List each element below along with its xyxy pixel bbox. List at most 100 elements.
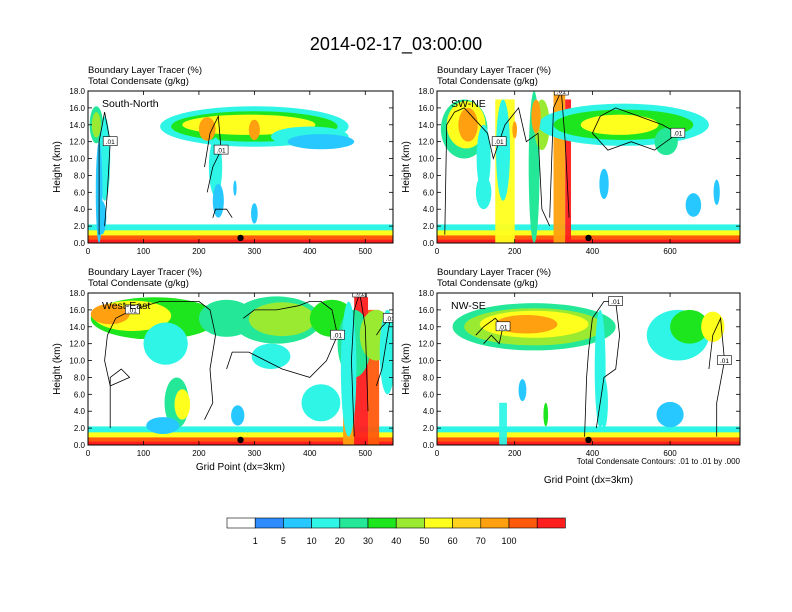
field-blob — [656, 401, 684, 428]
y-tick-label: 0.0 — [74, 239, 86, 248]
panel-title-line: Boundary Layer Tracer (%) — [88, 267, 202, 278]
colorbar-label: 10 — [307, 536, 317, 546]
y-tick-label: 4.0 — [423, 205, 435, 214]
x-tick-label: 500 — [359, 247, 373, 256]
contour-label-box — [382, 313, 393, 323]
field-blob — [251, 203, 258, 224]
y-tick-label: 18.0 — [69, 87, 85, 96]
terrain-marker — [237, 234, 244, 242]
panel-3: .01 .01 .01 0.0 2.0 4.0 6.0 8.0 10.0 12.0 14.0 16.0… — [401, 267, 741, 486]
condensate-contour — [350, 293, 369, 437]
y-tick-label: 12.0 — [418, 138, 434, 147]
contour-label-box — [102, 136, 118, 146]
panel-title-line: Boundary Layer Tracer (%) — [437, 65, 551, 76]
colorbar-swatch — [283, 517, 312, 529]
contour-label-box — [125, 304, 140, 315]
contour-label-box — [352, 293, 368, 298]
surface-layer — [437, 441, 740, 445]
colorbar-label: 40 — [391, 536, 401, 546]
convective-column — [565, 99, 572, 243]
y-tick-label: 2.0 — [423, 424, 435, 433]
condensate-contour — [549, 91, 570, 218]
x-tick-label: 0 — [435, 449, 440, 458]
x-tick-label: 100 — [137, 449, 151, 458]
y-tick-label: 10.0 — [69, 155, 85, 164]
field-blob — [174, 389, 191, 420]
x-tick-label: 200 — [192, 247, 206, 256]
field-blob — [543, 402, 549, 427]
x-tick-label: 0 — [86, 449, 91, 458]
plot-frame — [436, 90, 741, 244]
condensate-contour — [708, 316, 725, 437]
panel-title-line: Total Condensate (g/kg) — [88, 278, 189, 289]
condensate-contour — [212, 208, 233, 218]
field-blob — [198, 117, 216, 141]
field-blob — [495, 314, 558, 334]
y-tick-label: 4.0 — [423, 407, 435, 416]
surface-layer — [88, 239, 393, 243]
field-blob — [248, 119, 260, 140]
y-axis-label: Height (km) — [401, 343, 412, 395]
field-blob — [340, 301, 357, 437]
field-blob — [146, 417, 180, 435]
colorbar-swatch — [536, 517, 566, 529]
convective-column — [368, 309, 380, 445]
panel-title-line: Total Condensate (g/kg) — [437, 278, 538, 289]
field-blob — [233, 180, 237, 196]
y-tick-label: 6.0 — [74, 188, 86, 197]
contour-note: Total Condensate Contours: .01 to .01 by… — [577, 457, 741, 466]
contour-label-box — [491, 136, 507, 146]
y-axis-label: Height (km) — [52, 141, 63, 193]
y-tick-label: 6.0 — [74, 390, 86, 399]
colorbar: 1 5 10 20 30 40 50 60 70 100 — [226, 517, 566, 546]
condensate-contour — [226, 301, 338, 378]
contour-label: .01 — [128, 307, 137, 314]
y-tick-label: 16.0 — [418, 306, 434, 315]
y-tick-label: 16.0 — [69, 306, 85, 315]
y-tick-label: 14.0 — [69, 121, 85, 130]
panel-1: .01 .01 .01 0.0 2.0 4.0 6.0 8.0 10.0 12.0 14.0 16.0… — [401, 65, 741, 256]
y-tick-label: 12.0 — [418, 340, 434, 349]
x-tick-label: 200 — [192, 449, 206, 458]
field-blob — [670, 309, 709, 344]
surface-layer — [88, 441, 393, 445]
field-blob — [512, 121, 518, 139]
y-tick-label: 16.0 — [69, 104, 85, 113]
contour-label: .01 — [217, 148, 226, 155]
y-tick-label: 18.0 — [418, 289, 434, 298]
colorbar-swatch — [508, 517, 538, 529]
plot-field: .01 .01 .01 — [437, 91, 740, 243]
y-tick-label: 16.0 — [418, 104, 434, 113]
panel-label: SW-NE — [451, 98, 486, 110]
colorbar-label: 70 — [476, 536, 486, 546]
y-tick-label: 18.0 — [418, 87, 434, 96]
colorbar-swatch — [339, 517, 369, 529]
colorbar-swatch — [254, 517, 284, 529]
y-tick-label: 0.0 — [423, 441, 435, 450]
y-tick-label: 0.0 — [74, 441, 86, 450]
plot-field: .01 .01 — [88, 106, 393, 243]
field-blob — [599, 168, 609, 200]
terrain-marker — [585, 234, 592, 242]
colorbar-label: 5 — [281, 536, 286, 546]
colorbar-swatch — [395, 517, 425, 529]
colorbar-label: 30 — [363, 536, 373, 546]
y-tick-label: 4.0 — [74, 407, 86, 416]
y-tick-label: 14.0 — [418, 323, 434, 332]
panel-label: West-East — [102, 300, 150, 312]
plot-frame — [87, 292, 394, 446]
colorbar-swatch — [424, 517, 453, 529]
panel-0: .01 .01 0.0 2.0 4.0 6.0 8.0 10.0 12.0 14.0 16.0 18.… — [52, 65, 394, 256]
convective-column — [499, 402, 507, 445]
panel-label: South-North — [102, 98, 159, 110]
y-tick-label: 0.0 — [423, 239, 435, 248]
panel-title-line: Boundary Layer Tracer (%) — [88, 65, 202, 76]
x-tick-label: 600 — [663, 247, 677, 256]
contour-label: .01 — [611, 299, 620, 306]
x-tick-label: 200 — [508, 247, 522, 256]
panel-2: .01 .01 .01 .01 0.0 2.0 4.0 6.0 8.0 10.0 12.0 14.0 1… — [52, 267, 394, 473]
plot-field: .01 .01 .01 .01 — [88, 293, 393, 445]
field-blob — [231, 405, 245, 426]
terrain-marker — [585, 436, 592, 444]
condensate-contour — [204, 114, 222, 193]
